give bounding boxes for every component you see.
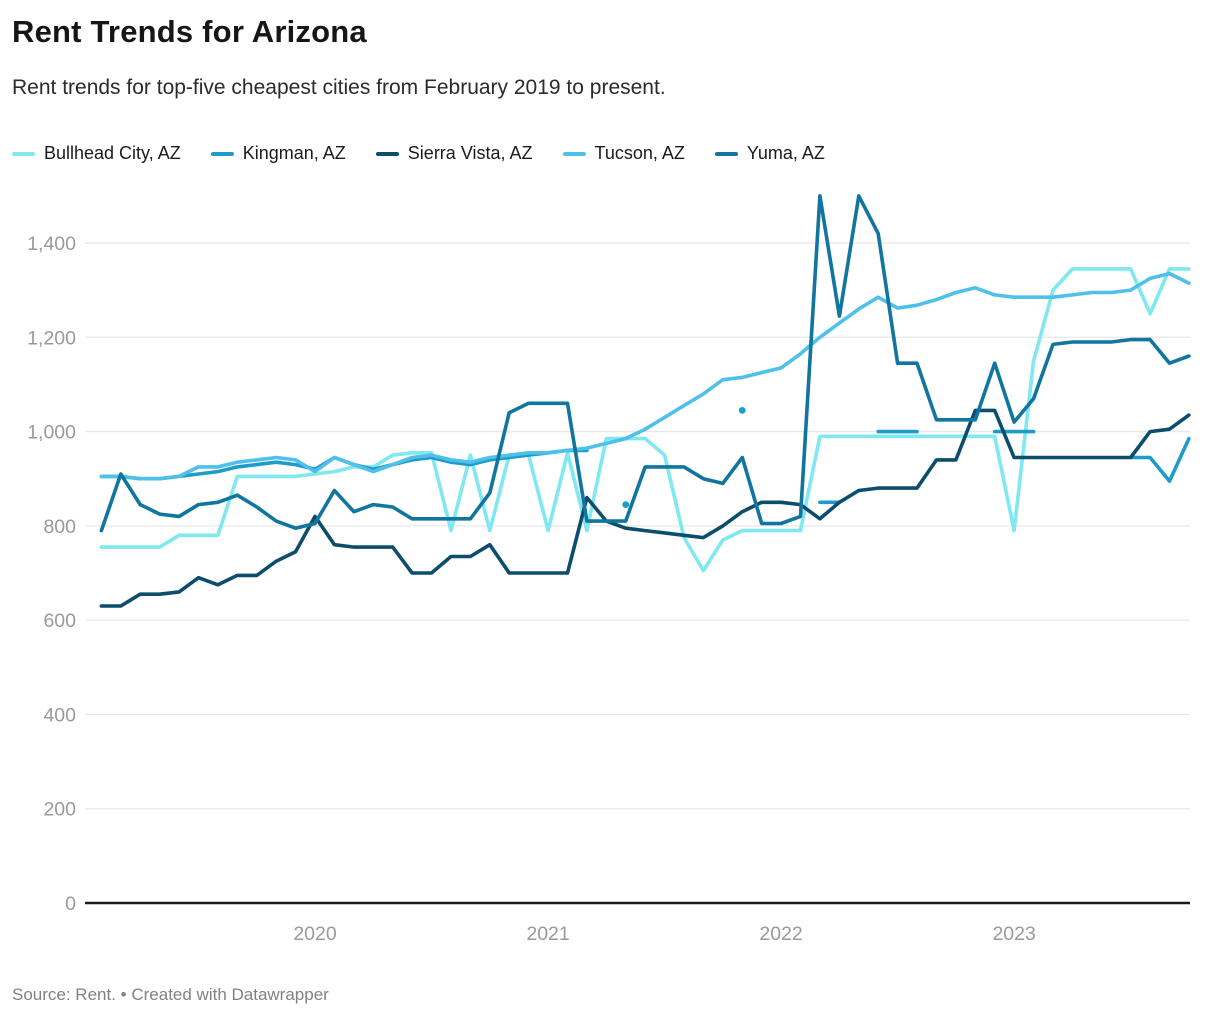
legend-swatch-icon <box>12 151 35 156</box>
y-tick-label: 1,400 <box>27 233 76 255</box>
y-tick-label: 0 <box>65 893 76 915</box>
chart-subtitle: Rent trends for top-five cheapest cities… <box>12 76 666 99</box>
series-yuma-az <box>99 194 1191 533</box>
legend-label: Sierra Vista, AZ <box>407 143 533 163</box>
legend-item-bullhead-city-az: Bullhead City, AZ <box>12 143 181 164</box>
legend-label: Kingman, AZ <box>242 143 346 163</box>
legend-item-yuma-az: Yuma, AZ <box>714 143 825 164</box>
legend-swatch-icon <box>210 151 234 156</box>
legend-item-tucson-az: Tucson, AZ <box>562 143 685 164</box>
legend-swatch-icon <box>562 151 586 156</box>
series-bullhead-city-az <box>99 267 1191 573</box>
series-sierra-vista-az <box>99 408 1191 608</box>
page-title: Rent Trends for Arizona <box>12 14 367 49</box>
legend-item-sierra-vista-az: Sierra Vista, AZ <box>375 143 533 164</box>
data-line <box>1128 436 1191 483</box>
y-tick-label: 600 <box>43 610 76 632</box>
source-attribution: Source: Rent. • Created with Datawrapper <box>12 985 329 1004</box>
legend: Bullhead City, AZ Kingman, AZ Sierra Vista… <box>12 143 825 164</box>
legend-swatch-icon <box>375 151 399 156</box>
y-gridlines <box>85 242 1190 905</box>
x-axis-labels: 2020 2021 2022 2023 <box>293 923 1036 945</box>
x-tick-label-2022: 2022 <box>759 923 802 945</box>
y-tick-label: 400 <box>43 704 76 726</box>
x-tick-label-2021: 2021 <box>526 923 569 945</box>
data-line <box>99 271 1191 481</box>
data-point <box>622 501 630 509</box>
legend-label: Tucson, AZ <box>594 143 685 163</box>
legend-label: Bullhead City, AZ <box>44 143 181 163</box>
data-line <box>99 194 1191 533</box>
series-tucson-az <box>99 271 1191 481</box>
legend-swatch-icon <box>714 151 738 156</box>
y-tick-label: 1,200 <box>27 327 76 349</box>
y-axis-labels: 0 200 400 600 800 1,000 1,200 1,400 <box>27 233 76 915</box>
data-line <box>99 267 1191 573</box>
y-tick-label: 1,000 <box>27 422 76 444</box>
data-line <box>99 408 1191 608</box>
data-point <box>738 406 746 414</box>
legend-item-kingman-az: Kingman, AZ <box>210 143 346 164</box>
y-tick-label: 200 <box>43 799 76 821</box>
legend-label: Yuma, AZ <box>746 143 825 163</box>
y-tick-label: 800 <box>43 516 76 538</box>
x-tick-label-2023: 2023 <box>992 923 1035 945</box>
x-tick-label-2020: 2020 <box>293 923 337 945</box>
